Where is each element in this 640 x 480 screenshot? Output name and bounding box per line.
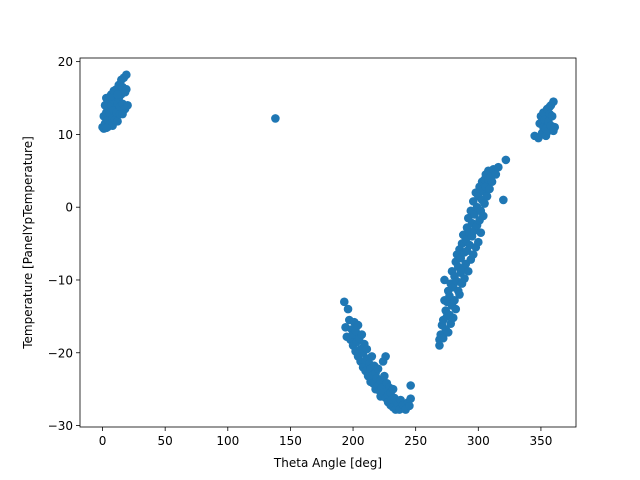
data-point (353, 320, 363, 330)
data-point (480, 199, 489, 208)
x-axis-label: Theta Angle [deg] (273, 456, 382, 470)
data-point (470, 210, 479, 219)
data-point (474, 237, 483, 247)
y-tick-label: 20 (58, 55, 73, 69)
data-point (271, 114, 280, 123)
y-tick-label: 0 (65, 201, 73, 215)
data-point (485, 184, 494, 194)
data-point (451, 304, 461, 314)
x-axis-ticks: 0 50 100 150 200 250 300 350 (99, 427, 552, 448)
data-point (443, 328, 453, 337)
data-point (118, 109, 127, 119)
data-point (373, 364, 383, 374)
data-point (438, 333, 448, 343)
data-point (440, 275, 449, 285)
data-point (501, 155, 511, 165)
data-point (463, 266, 473, 276)
data-point (102, 123, 111, 133)
data-point (494, 162, 503, 172)
x-tick-label: 150 (279, 434, 302, 448)
data-point (487, 177, 497, 187)
data-point (448, 313, 458, 323)
data-point (450, 296, 459, 305)
data-point (550, 122, 560, 132)
data-point (482, 191, 492, 201)
data-points (98, 70, 560, 414)
x-tick-label: 250 (404, 434, 427, 448)
data-point (381, 352, 390, 361)
y-axis-label: Temperature [PanelYpTemperature] (21, 136, 35, 350)
data-point (113, 90, 122, 99)
data-point (479, 211, 488, 221)
data-point (406, 381, 415, 390)
data-point (406, 394, 415, 403)
data-point (113, 117, 122, 126)
x-tick-label: 50 (158, 434, 173, 448)
x-tick-label: 200 (342, 434, 365, 448)
data-point (380, 371, 389, 381)
plot-area-frame (79, 57, 577, 428)
x-tick-label: 100 (216, 434, 239, 448)
data-point (362, 344, 372, 354)
x-tick-label: 300 (467, 434, 490, 448)
data-point (476, 228, 486, 237)
x-tick-label: 350 (529, 434, 552, 448)
y-tick-label: −30 (48, 419, 73, 433)
data-point (460, 274, 469, 283)
y-tick-label: −10 (48, 273, 73, 287)
data-point (122, 85, 131, 94)
data-point (547, 111, 557, 121)
data-point (499, 195, 508, 205)
data-point (491, 170, 501, 179)
y-tick-label: −20 (48, 346, 73, 360)
data-point (357, 330, 367, 339)
x-tick-label: 0 (99, 434, 107, 448)
data-point (122, 70, 131, 80)
data-point (455, 290, 464, 299)
data-point (367, 352, 377, 361)
y-tick-label: 10 (58, 128, 73, 142)
data-point (339, 297, 349, 307)
data-point (123, 101, 132, 110)
data-point (405, 401, 414, 411)
data-point (468, 250, 478, 259)
y-axis-ticks: −30 −20 −10 0 10 20 (48, 55, 80, 433)
data-point (343, 304, 353, 314)
data-point (549, 97, 558, 106)
data-point (388, 384, 398, 394)
